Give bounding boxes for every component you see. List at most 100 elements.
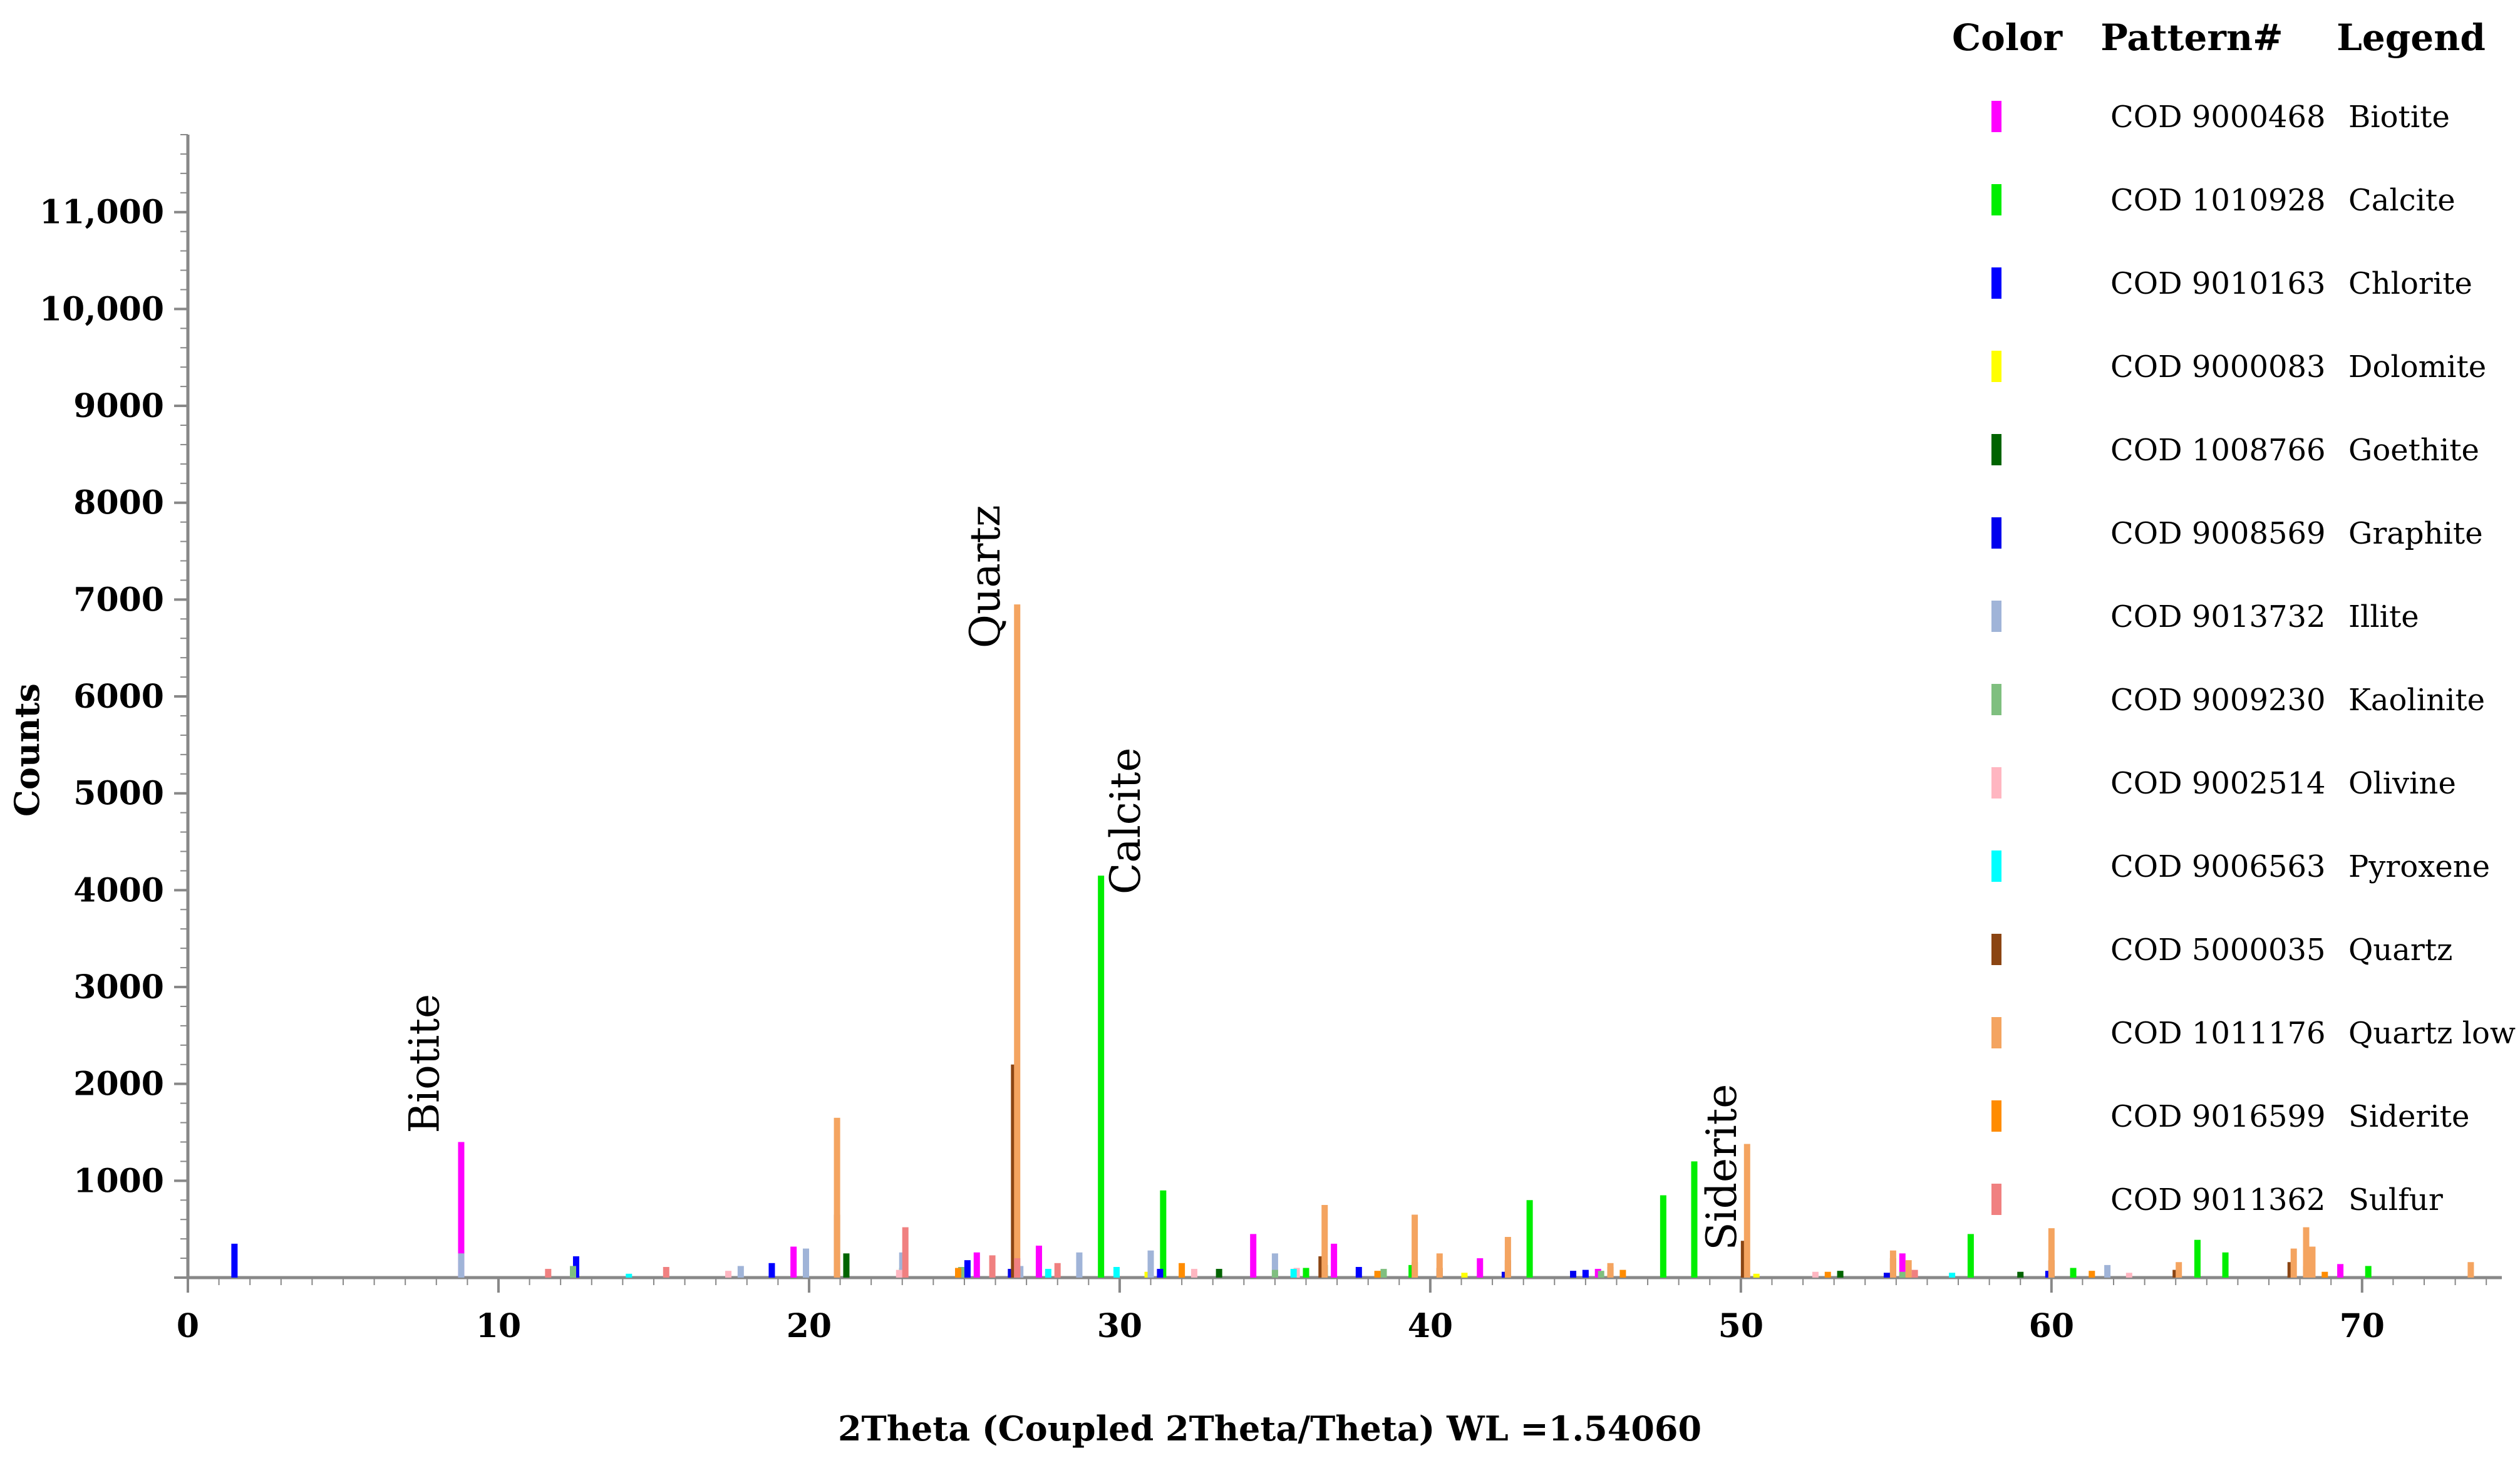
peak-bar-quartz-low <box>2303 1227 2310 1278</box>
peak-bar-quartz-low <box>1905 1260 1912 1278</box>
peak-bar-biotite <box>2337 1264 2344 1278</box>
peak-bar-illite <box>2104 1264 2111 1278</box>
peak-bar-calcite <box>1526 1200 1533 1278</box>
legend-header-legend: Legend <box>2337 16 2486 59</box>
peak-bar-quartz-low <box>1889 1250 1896 1278</box>
peak-bar-biotite <box>1250 1234 1257 1278</box>
legend-swatch <box>1991 1184 2001 1215</box>
peak-bar-quartz-low <box>1504 1237 1511 1278</box>
peak-bar-biotite <box>1477 1258 1484 1278</box>
legend-swatch <box>1991 684 2001 715</box>
legend-pattern: COD 9010163 <box>2110 266 2326 301</box>
legend-header-pattern: Pattern# <box>2100 16 2283 59</box>
peak-bar-quartz-low <box>1607 1263 1614 1278</box>
peak-bar-sulfur <box>1014 1258 1021 1278</box>
peak-bar-pyroxene <box>626 1273 633 1278</box>
peak-bar-quartz-low <box>834 1117 840 1278</box>
peak-bar-olivine <box>725 1271 731 1278</box>
legend-swatch <box>1991 601 2001 632</box>
y-tick-label: 11,000 <box>39 194 164 232</box>
peak-bar-quartz-low <box>2176 1262 2182 1278</box>
peak-bar-quartz-low <box>1412 1214 1418 1278</box>
peak-bar-pyroxene <box>1949 1273 1956 1278</box>
peak-bar-calcite <box>2222 1252 2229 1278</box>
legend-label: Quartz low <box>2348 1016 2516 1051</box>
peak-bar-siderite <box>1374 1271 1381 1278</box>
x-tick-label: 30 <box>1097 1307 1142 1345</box>
peak-bar-illite <box>458 1253 465 1278</box>
legend-header-color: Color <box>1952 16 2063 59</box>
peak-bar-calcite <box>1691 1161 1698 1278</box>
peak-bar-sulfur <box>1911 1269 1918 1278</box>
peak-bar-illite <box>802 1248 809 1278</box>
peak-bar-siderite <box>1824 1271 1831 1278</box>
peak-bar-olivine <box>2125 1273 2132 1278</box>
peak-bar-chlorite <box>231 1243 238 1278</box>
legend-label: Chlorite <box>2348 266 2472 301</box>
peak-bar-chlorite <box>964 1260 971 1278</box>
peak-bar-siderite <box>1179 1263 1185 1278</box>
x-axis-title: 2Theta (Coupled 2Theta/Theta) WL =1.5406… <box>838 1409 1702 1449</box>
annotation-calcite: Calcite <box>1102 748 1150 895</box>
peak-bar-quartz-low <box>2467 1262 2474 1278</box>
legend-swatch <box>1991 267 2001 299</box>
peak-bar-siderite <box>1619 1269 1626 1278</box>
peak-bar-olivine <box>1812 1271 1819 1278</box>
peak-bar-sulfur <box>902 1227 909 1278</box>
legend-swatch <box>1991 434 2001 465</box>
legend-pattern: COD 9009230 <box>2110 683 2326 718</box>
legend-label: Pyroxene <box>2348 849 2490 884</box>
peak-bar-dolomite <box>1461 1273 1468 1278</box>
legend-pattern: COD 1010928 <box>2110 183 2326 218</box>
legend-label: Biotite <box>2348 100 2450 135</box>
y-tick-label: 5000 <box>73 775 164 813</box>
peak-bar-chlorite <box>1157 1269 1164 1278</box>
y-tick-label: 2000 <box>73 1065 164 1104</box>
peak-bar-calcite <box>1160 1190 1167 1278</box>
peak-bar-sulfur <box>1054 1263 1061 1278</box>
peak-annotations: Biotite Quartz Calcite Siderite <box>400 505 1745 1250</box>
legend-swatch <box>1991 934 2001 965</box>
legend-pattern: COD 9002514 <box>2110 766 2326 801</box>
peak-bar-kaolinite <box>1271 1269 1278 1278</box>
peak-bar-illite <box>737 1266 744 1278</box>
y-tick-label: 4000 <box>73 871 164 909</box>
peak-bar-pyroxene <box>1045 1269 1051 1278</box>
legend-pattern: COD 9013732 <box>2110 599 2326 634</box>
annotation-biotite: Biotite <box>400 994 448 1134</box>
peak-bar-kaolinite <box>570 1266 577 1278</box>
peak-bar-biotite <box>1899 1253 1906 1278</box>
x-tick-label: 50 <box>1718 1307 1763 1345</box>
annotation-siderite: Siderite <box>1698 1084 1746 1251</box>
x-tick-label: 70 <box>2340 1307 2385 1345</box>
y-tick-label: 8000 <box>73 484 164 522</box>
legend-pattern: COD 9008569 <box>2110 516 2326 551</box>
x-tick-label: 10 <box>476 1307 521 1345</box>
x-tick-label: 60 <box>2029 1307 2074 1345</box>
peak-bar-calcite <box>2194 1239 2201 1278</box>
peak-bar-siderite <box>2321 1271 2328 1278</box>
peak-bar-calcite <box>2070 1268 2077 1278</box>
x-tick-label: 0 <box>177 1307 199 1345</box>
peak-bar-illite <box>1076 1252 1083 1278</box>
legend-label: Siderite <box>2348 1099 2469 1134</box>
y-axis-title: Counts <box>7 683 47 817</box>
peak-bar-quartz-low <box>2309 1246 2316 1278</box>
y-tick-label: 10,000 <box>39 290 164 328</box>
legend-label: Kaolinite <box>2348 683 2485 718</box>
peak-bar-pyroxene <box>1290 1269 1297 1278</box>
peak-bar-quartz-low <box>1321 1205 1328 1278</box>
peak-bar-olivine <box>1190 1269 1197 1278</box>
legend-pattern: COD 9006563 <box>2110 849 2326 884</box>
x-tick-label: 40 <box>1408 1307 1453 1345</box>
legend-swatch <box>1991 1100 2001 1132</box>
peak-bar-olivine <box>896 1269 902 1278</box>
peak-bar-kaolinite <box>1899 1271 1906 1278</box>
legend-pattern: COD 9011362 <box>2110 1182 2326 1217</box>
legend-label: Calcite <box>2348 183 2455 218</box>
legend-swatch <box>1991 351 2001 382</box>
legend-label: Goethite <box>2348 433 2479 468</box>
y-tick-label: 6000 <box>73 678 164 716</box>
legend-label: Illite <box>2348 599 2419 634</box>
legend-pattern: COD 1008766 <box>2110 433 2326 468</box>
